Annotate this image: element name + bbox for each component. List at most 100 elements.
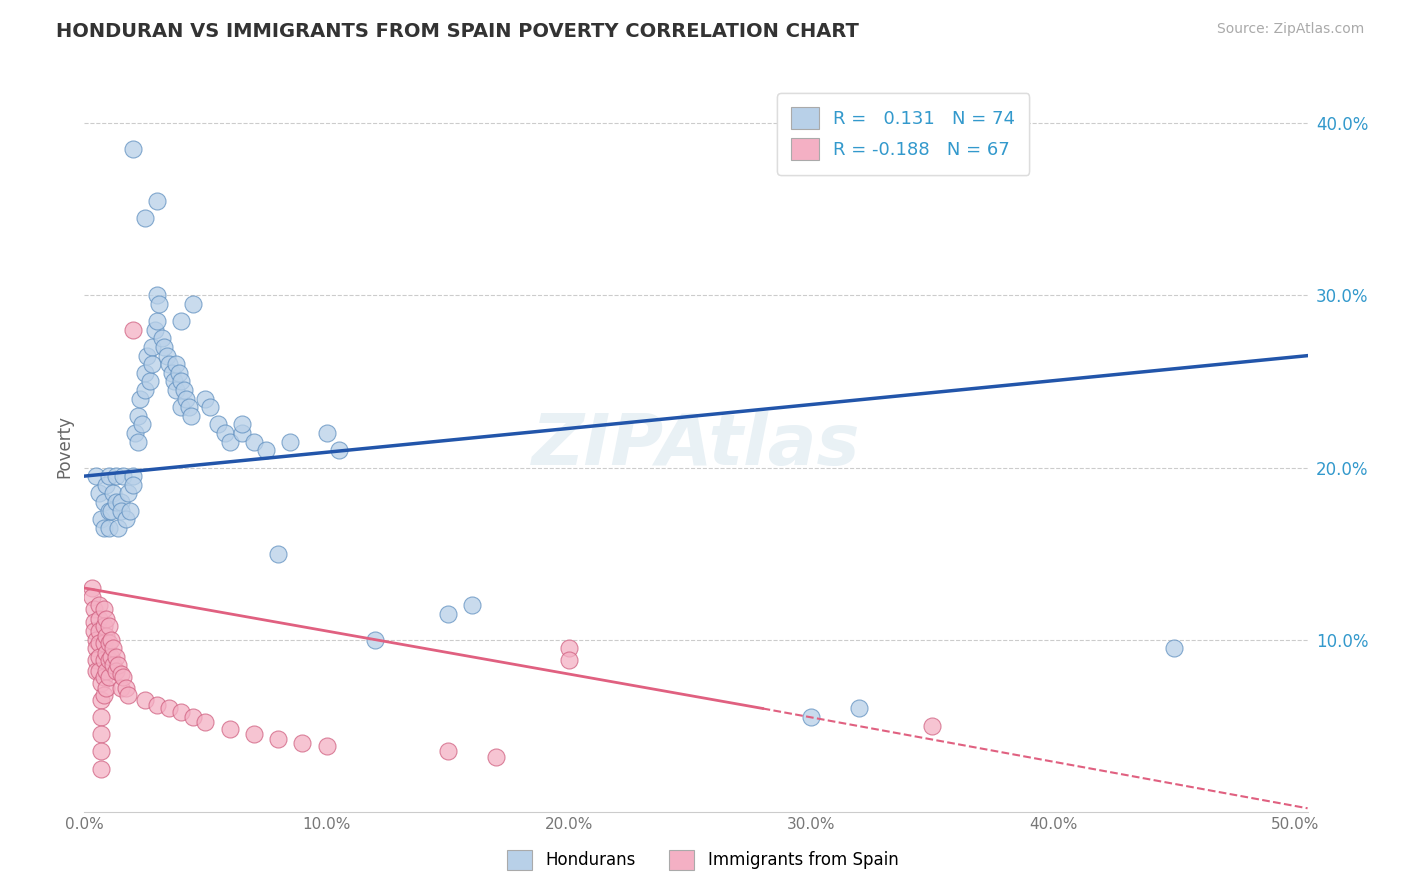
Point [86,664,108,678]
Point [103,641,125,656]
Point [93,619,115,633]
Point [170,705,193,719]
Point [96,629,118,643]
Point [127,409,149,423]
Point [267,547,290,561]
Point [278,434,301,449]
Point [436,744,458,758]
Point [243,727,266,741]
Point [97,469,120,483]
Point [103,486,125,500]
Point [146,288,169,302]
Point [93,671,115,685]
Point [86,653,108,667]
Point [156,349,179,363]
Point [315,426,337,441]
Point [112,469,135,483]
Point [291,736,314,750]
Point [127,434,149,449]
Point [124,426,146,441]
Text: ZIPAtlas: ZIPAtlas [531,411,860,481]
Point [86,632,108,647]
Point [170,375,193,389]
Legend: R =   0.131   N = 74, R = -0.188   N = 67: R = 0.131 N = 74, R = -0.188 N = 67 [778,93,1029,175]
Point [315,739,337,754]
Text: HONDURAN VS IMMIGRANTS FROM SPAIN POVERTY CORRELATION CHART: HONDURAN VS IMMIGRANTS FROM SPAIN POVERT… [56,22,859,41]
Point [93,495,115,509]
Point [146,194,169,208]
Point [93,636,115,650]
Point [117,486,139,500]
Point [97,653,120,667]
Point [96,612,118,626]
Point [87,664,110,678]
Point [157,357,180,371]
Point [96,646,118,660]
Point [97,671,120,685]
Point [170,401,193,415]
Point [93,688,115,702]
Point [97,636,120,650]
Point [150,331,173,345]
Point [93,653,115,667]
Point [100,503,122,517]
Point [173,383,195,397]
Point [153,340,176,354]
Point [121,323,143,337]
Point [103,658,125,673]
Point [112,671,135,685]
Point [170,314,193,328]
Point [110,667,132,681]
Text: Source: ZipAtlas.com: Source: ZipAtlas.com [1216,22,1364,37]
Point [558,641,581,656]
Point [114,681,136,695]
Point [80,590,103,604]
Point [214,426,236,441]
Point [194,392,217,406]
Point [254,443,277,458]
Point [218,434,240,449]
Point [131,417,153,432]
Point [177,401,200,415]
Point [107,521,129,535]
Point [165,383,187,397]
Point [183,710,205,724]
Point [90,744,112,758]
Point [139,375,162,389]
Point [90,710,112,724]
Point [364,632,387,647]
Point [148,297,170,311]
Point [134,383,156,397]
Point [80,581,103,595]
Point [87,624,110,638]
Point [97,503,120,517]
Point [96,477,118,491]
Point [134,366,156,380]
Point [87,598,110,612]
Point [104,495,127,509]
Point [87,649,110,664]
Point [231,417,253,432]
Point [117,688,139,702]
Point [107,658,129,673]
Point [136,349,159,363]
Point [104,664,127,678]
Point [87,636,110,650]
Point [800,710,823,724]
Point [558,653,581,667]
Point [146,698,169,712]
Point [129,392,152,406]
Point [183,297,205,311]
Point [160,366,183,380]
Point [157,701,180,715]
Point [90,693,112,707]
Point [86,641,108,656]
Legend: Hondurans, Immigrants from Spain: Hondurans, Immigrants from Spain [501,843,905,877]
Point [207,417,229,432]
Point [100,632,122,647]
Point [146,314,169,328]
Point [110,681,132,695]
Point [90,512,112,526]
Point [120,503,142,517]
Point [114,512,136,526]
